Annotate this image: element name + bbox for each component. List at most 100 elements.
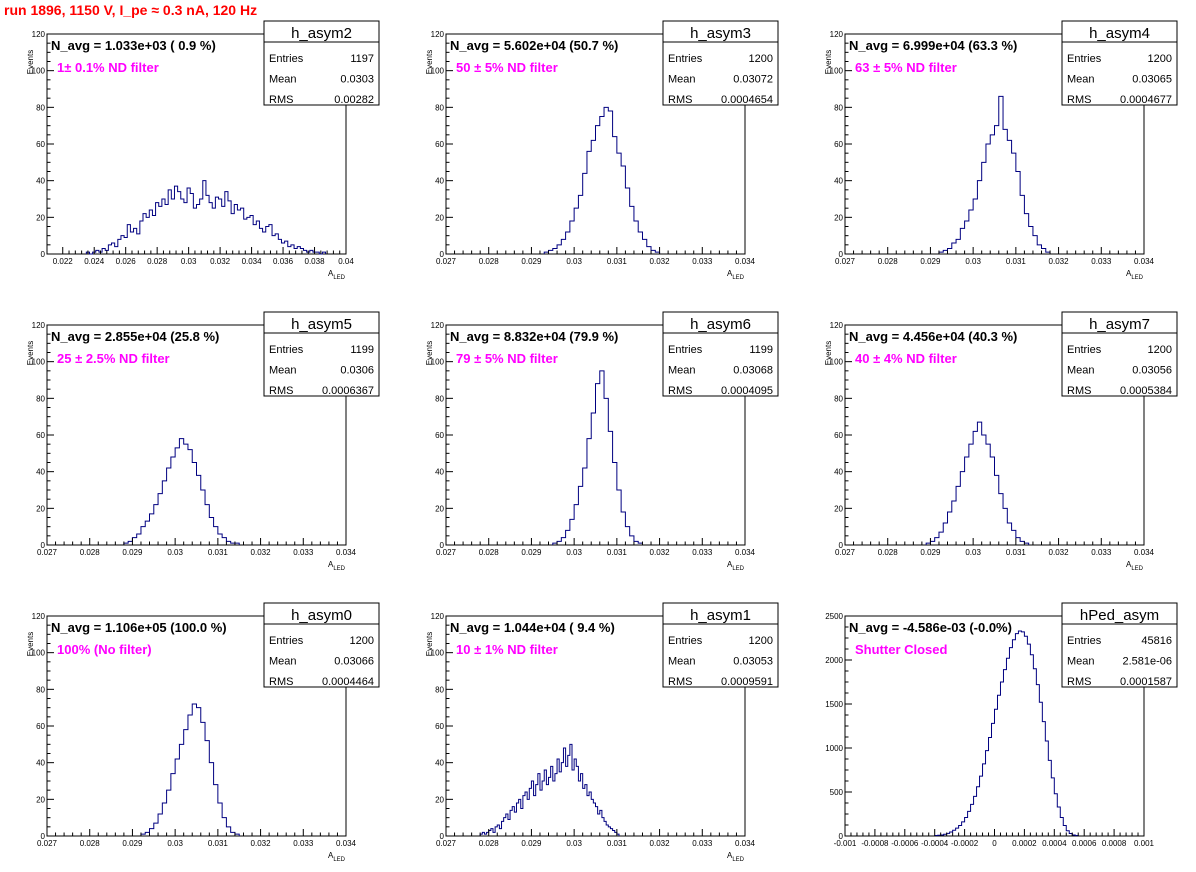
histogram-title: h_asym3 [690,25,751,42]
x-axis-title: ALED [328,560,346,572]
x-tick-label: 0.029 [521,839,542,848]
y-tick-label: 500 [830,788,844,797]
histogram-line [140,703,240,836]
stats-box [1061,311,1178,397]
y-tick-label: 40 [36,177,45,186]
histogram-pad-h_asym1: 0.027 0.028 0.029 0.03 0.031 0.032 0.033 0.034 0… [425,602,779,863]
x-tick-label: 0 [992,839,997,848]
y-tick-label: 20 [435,213,444,222]
n-avg-annotation: N_avg = 6.999e+04 (63.3 %) [849,38,1017,53]
y-tick-label: 0 [839,250,844,259]
y-tick-label: 60 [834,431,843,440]
histogram-pad-h_asym4: 0.027 0.028 0.029 0.03 0.031 0.032 0.033 0.034 0… [824,20,1178,281]
stat-label: Mean [668,74,696,86]
histogram-pad-h_asym6: 0.027 0.028 0.029 0.03 0.031 0.032 0.033 0.034 0… [425,311,779,572]
y-tick-label: 60 [36,722,45,731]
stat-label: RMS [269,676,293,688]
histogram-title: h_asym7 [1089,316,1150,333]
histogram-line [925,421,1030,545]
n-avg-annotation: N_avg = 1.033e+03 ( 0.9 %) [51,38,216,53]
y-tick-label: 120 [32,30,46,39]
y-tick-label: 80 [834,103,843,112]
n-avg-annotation: N_avg = 8.832e+04 (79.9 %) [450,329,618,344]
x-tick-label: 0.027 [835,548,856,557]
stat-label: Entries [269,344,304,356]
x-tick-label: 0.022 [53,257,74,266]
x-tick-label: 0.03 [566,839,582,848]
x-tick-label: 0.032 [1049,548,1070,557]
y-tick-label: 120 [830,321,844,330]
stat-value: 1200 [749,635,773,647]
y-tick-label: 0 [41,250,46,259]
histogram-pad-h_asym7: 0.027 0.028 0.029 0.03 0.031 0.032 0.033 0.034 0… [824,311,1178,572]
y-tick-label: 80 [36,394,45,403]
x-tick-label: 0.034 [735,548,756,557]
y-tick-label: 20 [834,213,843,222]
y-tick-label: 40 [834,468,843,477]
filter-label: 100% (No filter) [57,642,152,657]
stat-label: Entries [1067,344,1102,356]
x-tick-label: 0.034 [336,839,357,848]
stat-value: 0.03053 [733,656,773,668]
x-tick-label: 0.027 [436,839,457,848]
x-tick-label: 0.0008 [1102,839,1127,848]
x-tick-label: 0.03 [181,257,197,266]
y-tick-label: 20 [834,504,843,513]
x-tick-label: -0.0006 [891,839,919,848]
y-tick-label: 100 [431,67,445,76]
x-tick-label: 0.032 [1049,257,1070,266]
stat-value: 45816 [1141,635,1172,647]
stat-value: 0.0004654 [721,94,773,106]
x-tick-label: 0.03 [566,257,582,266]
stat-value: 0.03066 [334,656,374,668]
y-tick-label: 20 [36,795,45,804]
y-tick-label: 0 [41,832,46,841]
x-tick-label: 0.031 [208,839,229,848]
y-tick-label: 100 [32,358,46,367]
stat-value: 0.0303 [340,74,374,86]
x-tick-label: 0.03 [965,257,981,266]
stat-value: 0.0004464 [322,676,374,688]
x-axis-title: ALED [727,560,745,572]
n-avg-annotation: N_avg = 5.602e+04 (50.7 %) [450,38,618,53]
stat-value: 0.0004677 [1120,94,1172,106]
stats-box [263,602,380,688]
stat-label: RMS [269,385,293,397]
filter-label: Shutter Closed [855,642,948,657]
x-tick-label: 0.028 [479,839,500,848]
y-tick-label: 80 [435,103,444,112]
stat-value: 1200 [1148,53,1172,65]
histogram-line [85,180,327,255]
x-tick-label: 0.028 [80,839,101,848]
y-tick-label: 20 [435,504,444,513]
y-axis-title: Events [425,632,434,656]
y-axis-title: Events [26,632,35,656]
y-tick-label: 40 [435,468,444,477]
x-tick-label: 0.029 [122,839,143,848]
x-tick-label: 0.032 [251,839,272,848]
stats-box [662,311,779,397]
y-axis-title: Events [824,50,833,74]
y-tick-label: 120 [830,30,844,39]
histogram-title: h_asym4 [1089,25,1150,42]
n-avg-annotation: N_avg = 1.044e+04 ( 9.4 %) [450,620,615,635]
y-tick-label: 20 [435,795,444,804]
x-tick-label: 0.001 [1134,839,1155,848]
y-tick-label: 60 [834,140,843,149]
stat-value: 0.0005384 [1120,385,1172,397]
stat-value: 1197 [350,53,374,65]
histogram-title: h_asym6 [690,316,751,333]
y-tick-label: 20 [36,504,45,513]
x-tick-label: 0.03 [167,839,183,848]
y-axis-title: Events [824,341,833,365]
stat-value: 1199 [350,344,374,356]
y-tick-label: 0 [440,541,445,550]
histogram-title: hPed_asym [1080,607,1159,624]
x-tick-label: 0.028 [147,257,168,266]
n-avg-annotation: N_avg = -4.586e-03 (-0.0%) [849,620,1012,635]
y-axis-title: Events [26,50,35,74]
x-tick-label: -0.0002 [951,839,979,848]
histogram-line [938,95,1051,254]
y-tick-label: 60 [435,140,444,149]
y-tick-label: 40 [834,177,843,186]
